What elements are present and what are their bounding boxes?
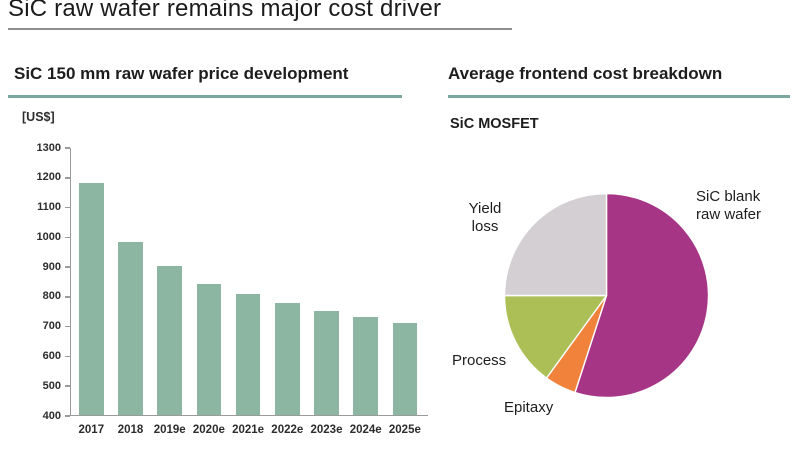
y-axis-tick-label: 900 xyxy=(42,260,61,273)
y-axis-tick-mark xyxy=(65,177,70,179)
y-axis-tick-label: 800 xyxy=(42,290,61,303)
bar-2025e xyxy=(392,322,418,415)
bar-2023e xyxy=(314,310,339,415)
x-axis-tick-label: 2019e xyxy=(153,424,186,436)
y-axis-tick-mark xyxy=(65,415,70,417)
pie-slice-yield-loss xyxy=(503,192,608,297)
y-axis-tick-label: 400 xyxy=(42,409,61,422)
bar-2018 xyxy=(118,242,143,415)
x-axis-tick-label: 2018 xyxy=(117,424,144,436)
pie-slice-sic-blank-raw-wafer xyxy=(574,192,710,399)
y-axis-tick-mark xyxy=(65,325,70,328)
pie-chart-header: Average frontend cost breakdown xyxy=(448,64,723,83)
y-axis-tick-mark xyxy=(65,147,70,149)
bar-chart-header-underline xyxy=(8,95,402,98)
pie-label-process: Process xyxy=(452,352,507,369)
pie-chart xyxy=(502,191,711,400)
y-axis-tick-mark xyxy=(65,206,70,209)
y-axis-tick-mark xyxy=(65,355,70,358)
y-axis-tick-mark xyxy=(65,385,70,387)
bar-2022e xyxy=(275,303,300,415)
x-axis-tick-label: 2022e xyxy=(271,424,304,436)
x-axis-tick-label: 2020e xyxy=(192,424,225,436)
y-axis-tick-mark xyxy=(65,236,70,239)
y-axis-tick-label: 600 xyxy=(42,349,61,362)
page-title: SiC raw wafer remains major cost driver xyxy=(8,0,442,22)
bar-2020e xyxy=(196,283,222,415)
pie-label-epitaxy: Epitaxy xyxy=(504,399,554,416)
y-axis-tick-label: 500 xyxy=(42,379,61,392)
y-axis-tick-label: 1300 xyxy=(36,141,61,154)
bar-2017 xyxy=(79,182,104,415)
x-axis-tick-label: 2017 xyxy=(78,424,105,436)
title-underline xyxy=(8,28,512,30)
y-axis-tick-label: 1100 xyxy=(37,201,61,214)
x-axis-tick-label: 2023e xyxy=(310,424,343,436)
y-axis-tick-label: 1200 xyxy=(36,171,61,184)
pie-label-yield-loss: Yield loss xyxy=(468,200,502,235)
x-axis-tick-label: 2025e xyxy=(388,424,421,436)
x-axis-tick-label: 2021e xyxy=(232,424,265,436)
bar-2019e xyxy=(157,266,182,415)
pie-chart-subtitle: SiC MOSFET xyxy=(450,116,539,132)
y-axis-tick-label: 1000 xyxy=(36,230,61,243)
bar-chart-plot-area: 400 500 600 700 800 900 1000 1100 1200 1300 2017 20… xyxy=(37,142,428,436)
bar-2024e xyxy=(353,316,378,415)
y-axis-tick-mark xyxy=(65,296,70,298)
y-axis-unit-label: [US$] xyxy=(22,110,55,124)
pie-slice-process xyxy=(503,294,608,379)
x-axis-tick-label: 2024e xyxy=(349,424,382,436)
pie-label-sic-blank-raw-wafer: SiC blank raw wafer xyxy=(696,188,762,223)
bar-2021e xyxy=(235,294,261,415)
y-axis-tick-label: 700 xyxy=(42,320,61,333)
y-axis-tick-mark xyxy=(65,266,70,268)
pie-chart-header-underline xyxy=(448,95,790,98)
bar-chart-header: SiC 150 mm raw wafer price development xyxy=(14,64,349,83)
